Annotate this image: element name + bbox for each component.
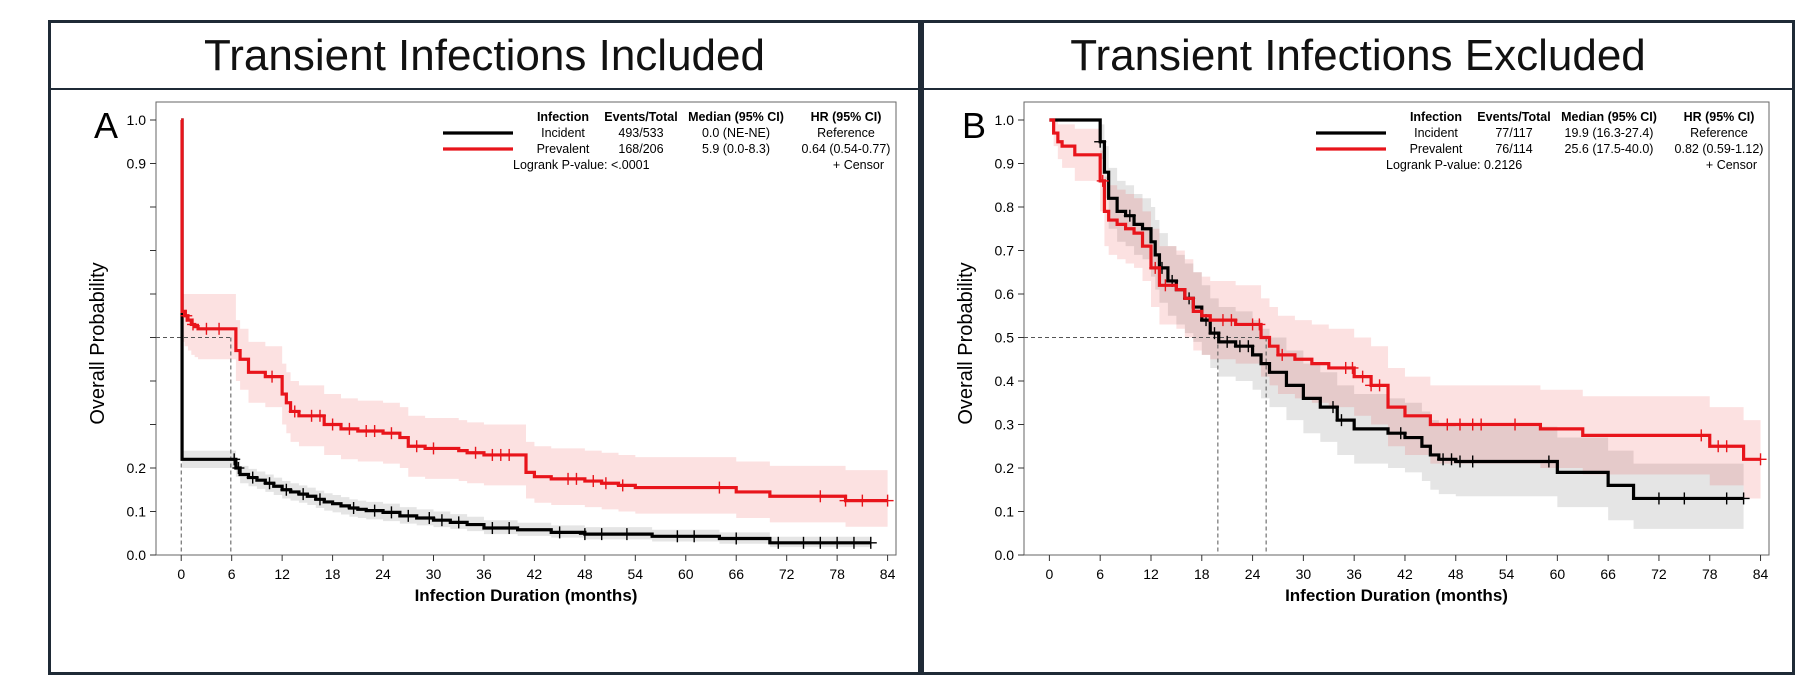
x-tick-label: 60 [1550,566,1566,582]
legend-events-total: 493/533 [618,126,663,140]
legend-hr: Reference [817,126,875,140]
panel-a: Transient Infections Included A 0.0 0.1 0.2… [48,20,921,675]
legend-hr: Reference [1690,126,1748,140]
legend-hr: 0.64 (0.54-0.77) [802,142,891,156]
y-tick-label: 0.2 [995,460,1015,476]
legend-events-total: 76/114 [1495,142,1532,156]
panel-letter: B [962,105,986,146]
x-tick-label: 6 [1096,566,1104,582]
x-tick-label: 84 [1753,566,1769,582]
panel-b-title: Transient Infections Excluded [924,23,1792,90]
legend-header: Infection [537,110,589,124]
survival-line-prevalent [180,118,888,503]
legend-logrank: Logrank P-value: 0.2126 [1386,158,1522,172]
x-tick-label: 78 [1702,566,1718,582]
y-axis-label: Overall Probability [955,262,977,424]
y-tick-label: 1.0 [995,112,1015,128]
panel-b: Transient Infections Excluded B 0.0 0.1 0.2… [921,20,1795,675]
x-tick-label: 30 [1296,566,1312,582]
x-tick-label: 60 [678,566,694,582]
plot-frame [155,101,897,556]
y-tick-label: 0.9 [995,156,1015,172]
y-tick-label: 0.5 [995,330,1015,346]
x-tick-label: 54 [1499,566,1515,582]
x-tick-label: 48 [1448,566,1464,582]
survival-plot-b: B 0.0 0.1 0.2 0.3 0.4 0.5 0.6 0.7 0.8 0.9 1.0 0 6 12 18… [955,101,1770,605]
y-tick-label: 0.6 [995,286,1015,302]
y-tick-label: 0.9 [127,156,147,172]
panel-letter: A [94,105,118,146]
survival-line-incident [180,118,871,545]
y-axis-label: Overall Probability [87,262,109,424]
legend-header: HR (95% CI) [811,110,882,124]
x-tick-label: 84 [880,566,896,582]
legend-infection: Incident [541,126,585,140]
y-tick-label: 0.7 [995,243,1015,259]
x-tick-label: 18 [325,566,341,582]
x-tick-label: 0 [177,566,185,582]
x-tick-label: 12 [1143,566,1159,582]
legend-infection: Incident [1414,126,1458,140]
x-tick-label: 42 [1397,566,1413,582]
plot-frame [1023,101,1770,556]
x-tick-label: 30 [426,566,442,582]
legend-median: 0.0 (NE-NE) [702,126,770,140]
x-tick-label: 72 [779,566,795,582]
x-tick-label: 78 [829,566,845,582]
x-tick-label: 12 [274,566,290,582]
x-tick-label: 66 [728,566,744,582]
x-tick-label: 18 [1194,566,1210,582]
panel-a-title: Transient Infections Included [51,23,918,90]
y-tick-label: 0.2 [127,460,147,476]
legend-header: Median (95% CI) [688,110,784,124]
confidence-band-prevalent [181,120,888,527]
y-tick-label: 0.1 [995,504,1015,520]
legend-infection: Prevalent [537,142,590,156]
legend-events-total: 168/206 [618,142,663,156]
x-tick-label: 36 [1346,566,1362,582]
legend-infection: Prevalent [1410,142,1463,156]
legend-header: Median (95% CI) [1561,110,1657,124]
y-tick-label: 0.8 [995,199,1015,215]
y-tick-label: 0.3 [995,417,1015,433]
legend-median: 25.6 (17.5-40.0) [1565,142,1654,156]
survival-plot-a: A 0.0 0.1 0.2 0.9 1.0 0 6 12 18 24 30 36 42 48 54 60 66 72… [87,101,897,605]
x-tick-label: 0 [1045,566,1053,582]
x-tick-label: 66 [1600,566,1616,582]
x-tick-label: 24 [375,566,391,582]
y-tick-label: 0.1 [127,504,147,520]
y-tick-label: 0.0 [127,547,147,563]
x-axis-label: Infection Duration (months) [415,586,638,605]
legend-hr: 0.82 (0.59-1.12) [1675,142,1764,156]
x-tick-label: 48 [577,566,593,582]
x-tick-label: 6 [228,566,236,582]
x-tick-label: 42 [527,566,543,582]
legend-events-total: 77/117 [1495,126,1532,140]
legend-censor: + Censor [833,158,884,172]
x-tick-label: 72 [1651,566,1667,582]
legend-logrank: Logrank P-value: <.0001 [513,158,650,172]
x-axis-label: Infection Duration (months) [1285,586,1508,605]
x-tick-label: 36 [476,566,492,582]
legend-header: Infection [1410,110,1462,124]
legend-header: Events/Total [1477,110,1550,124]
y-tick-label: 0.4 [995,373,1015,389]
legend-median: 5.9 (0.0-8.3) [702,142,770,156]
confidence-band-incident [1049,120,1744,529]
legend-header: Events/Total [604,110,677,124]
x-tick-label: 24 [1245,566,1261,582]
y-tick-label: 1.0 [127,112,147,128]
x-tick-label: 54 [628,566,644,582]
legend-header: HR (95% CI) [1684,110,1755,124]
y-tick-label: 0.0 [995,547,1015,563]
legend-censor: + Censor [1706,158,1757,172]
legend-median: 19.9 (16.3-27.4) [1565,126,1654,140]
confidence-band-prevalent [1049,120,1761,499]
